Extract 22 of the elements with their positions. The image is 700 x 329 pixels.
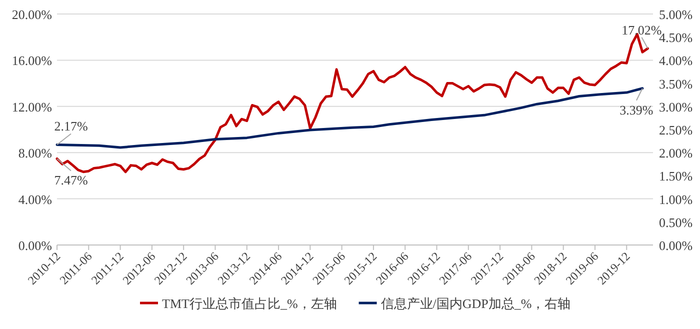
y2-tick-label: 4.00% — [659, 53, 693, 68]
legend-label: 信息产业/国内GDP加总_%，右轴 — [380, 296, 571, 311]
y2-tick-label: 0.00% — [659, 238, 693, 253]
y-tick-label: 0.00% — [18, 238, 52, 253]
y-tick-label: 16.00% — [12, 53, 52, 68]
y2-tick-label: 2.50% — [659, 122, 693, 138]
data-label: 3.39% — [620, 102, 654, 118]
y2-tick-label: 0.50% — [659, 214, 693, 230]
y2-tick-label: 3.50% — [659, 76, 693, 92]
y-tick-label: 4.00% — [18, 192, 52, 207]
y2-tick-label: 5.00% — [659, 7, 693, 22]
data-label: 2.17% — [54, 118, 88, 134]
y2-tick-label: 1.00% — [659, 192, 693, 207]
y2-tick-label: 1.50% — [659, 168, 693, 184]
y2-tick-label: 3.00% — [659, 99, 693, 114]
y-tick-label: 8.00% — [18, 146, 52, 161]
y2-tick-label: 2.00% — [659, 146, 693, 161]
y-tick-label: 12.00% — [12, 99, 52, 114]
annotation: 7.47% — [54, 172, 88, 188]
y-tick-label: 20.00% — [12, 7, 52, 22]
legend-label: TMT行业总市值占比_%，左轴 — [162, 296, 337, 311]
annotation: 17.02% — [622, 22, 662, 38]
